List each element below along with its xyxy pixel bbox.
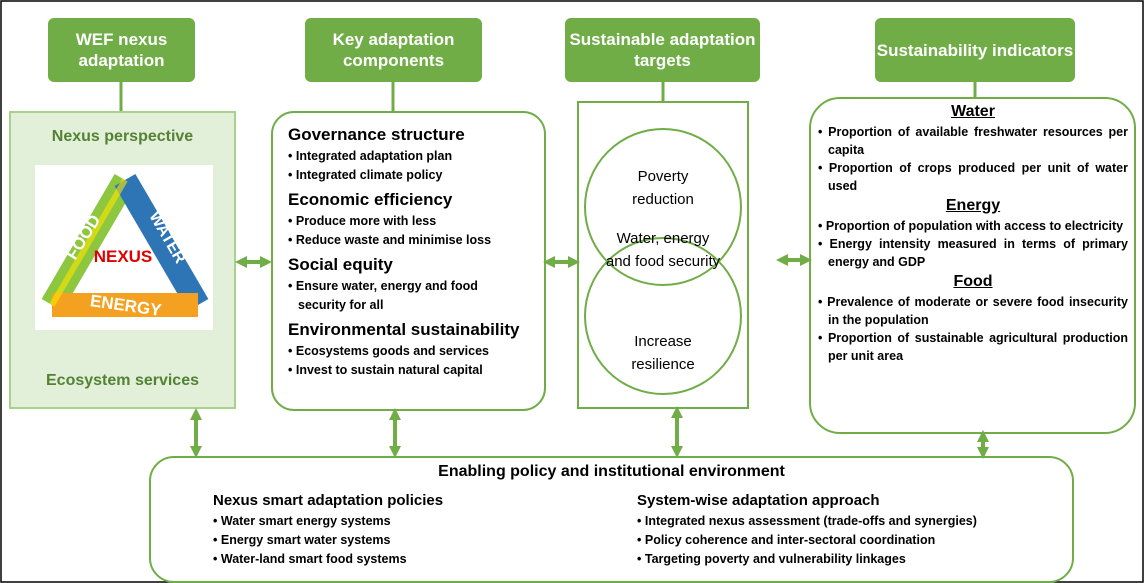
header-box [48,18,195,82]
component-title: Governance structure [288,125,465,144]
target-label: Water, energy and food security [605,230,721,270]
header-label: Key adaptation components [332,30,455,70]
indicator-item: Proportion of crops produced per unit of… [818,159,1128,195]
component-item: Invest to sustain natural capital [288,361,538,380]
connectors [119,82,977,112]
component-title: Social equity [288,255,393,274]
header-label: Sustainability indicators [876,40,1074,60]
target-label: Poverty reduction [632,168,694,208]
group-item: Integrated nexus assessment (trade-offs … [637,512,1057,531]
indicator-item: Proportion of available freshwater resou… [818,123,1128,159]
header-label: WEF nexus adaptation [75,30,168,70]
target-label: Increase resilience [631,333,695,373]
policy-group: Nexus smart adaptation policies Water sma… [213,490,633,569]
component-item: Reduce waste and minimise loss [288,231,538,250]
indicator-item: Proportion of population with access to … [818,217,1128,235]
component-item: Ensure water, energy and food security f… [288,277,478,315]
policy-group: System-wise adaptation approach Integrate… [637,490,1057,569]
group-item: Water smart energy systems [213,512,633,531]
panel-title: Nexus perspective [51,128,194,145]
header-boxes [48,18,1075,82]
indicator-title: Energy [945,197,1001,214]
component-item: Integrated adaptation plan [288,147,538,166]
target-circle [584,128,742,286]
indicator-item: Prevalence of moderate or severe food in… [818,293,1128,329]
indicator-item: Energy intensity measured in terms of pr… [818,235,1128,271]
indicator-title: Water [951,103,995,120]
component-item: Produce more with less [288,212,538,231]
logo-center: NEXUS [94,247,153,266]
group-title: Nexus smart adaptation policies [213,492,444,509]
enabling-title: Enabling policy and institutional enviro… [438,463,785,480]
group-item: Targeting poverty and vulnerability link… [637,550,1057,569]
component-title: Environmental sustainability [288,320,520,339]
indicators-text: Water Proportion of available freshwater … [818,101,1128,365]
components-text: Governance structure Integrated adaptatio… [288,120,540,380]
header-box [565,18,760,82]
group-item: Policy coherence and inter-sectoral coor… [637,531,1057,550]
target-circle [584,237,742,395]
indicator-title: Food [953,273,993,290]
arrows [190,254,989,459]
panel-title: Ecosystem services [46,372,199,389]
group-item: Water-land smart food systems [213,550,633,569]
group-title: System-wise adaptation approach [637,492,880,509]
component-item: Ecosystems goods and services [288,342,538,361]
header-box [875,18,1075,82]
component-item: Integrated climate policy [288,166,538,185]
component-title: Economic efficiency [288,190,453,209]
header-box [305,18,482,82]
header-label: Sustainable adaptation targets [569,30,756,70]
nexus-logo [41,173,209,317]
indicator-item: Proportion of sustainable agricultural p… [818,329,1128,365]
group-item: Energy smart water systems [213,531,633,550]
